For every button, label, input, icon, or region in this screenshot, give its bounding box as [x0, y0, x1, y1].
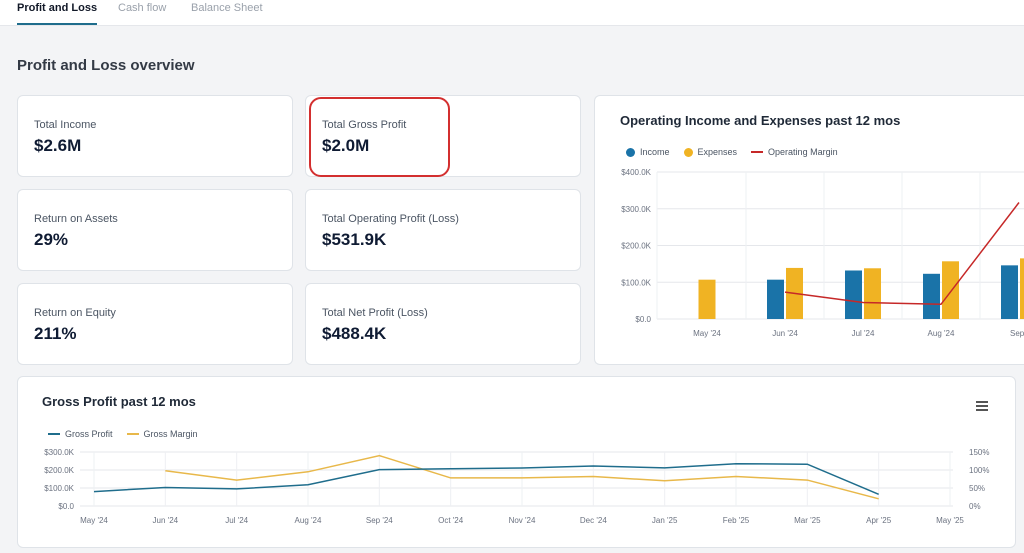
income-bar [767, 279, 784, 319]
legend-line-icon [48, 433, 60, 435]
kpi-card-total-operating-profit: Total Operating Profit (Loss) $531.9K [305, 189, 581, 271]
x-tick-label: May '24 [693, 329, 721, 338]
operating-chart-card: Operating Income and Expenses past 12 mo… [594, 95, 1024, 365]
expenses-bar [698, 279, 716, 319]
x-tick-label: Jul '24 [225, 516, 248, 525]
x-tick-label: May '24 [80, 516, 108, 525]
income-bar [923, 273, 940, 319]
kpi-card-return-on-assets: Return on Assets 29% [17, 189, 293, 271]
kpi-value: $531.9K [322, 230, 387, 249]
legend-label: Gross Margin [143, 429, 198, 439]
legend-line-icon [751, 151, 764, 153]
x-tick-label: Dec '24 [580, 516, 607, 525]
tab-balance-sheet[interactable]: Balance Sheet [191, 2, 263, 14]
x-tick-label: Oct '24 [438, 516, 464, 525]
y-tick-label-right: 0% [969, 502, 981, 511]
y-tick-label: $100.0K [621, 278, 651, 287]
x-tick-label: Jan '25 [652, 516, 678, 525]
operating-chart-title: Operating Income and Expenses past 12 mo… [620, 113, 901, 128]
kpi-card-total-net-profit: Total Net Profit (Loss) $488.4K [305, 283, 581, 365]
kpi-label: Total Gross Profit [322, 119, 407, 131]
legend-label: Expenses [697, 147, 738, 157]
gross-margin-line [165, 454, 879, 500]
y-tick-label: $200.0K [621, 242, 651, 251]
income-bar [1001, 265, 1018, 319]
x-tick-label: Mar '25 [794, 516, 821, 525]
operating-chart-svg: $400.0K $300.0K $200.0K $100.0K $0.0 May '24 J… [621, 168, 1024, 338]
operating-margin-line [784, 202, 1020, 306]
kpi-value: $2.0M [322, 136, 370, 155]
x-tick-label: Apr '25 [866, 516, 892, 525]
y-tick-label-left: $200.0K [44, 466, 74, 475]
legend-line-icon [126, 433, 139, 435]
kpi-value: 29% [34, 230, 69, 249]
expenses-bar [942, 261, 959, 319]
y-tick-label-left: $0.0 [58, 502, 74, 511]
kpi-label: Total Net Profit (Loss) [322, 307, 428, 319]
x-tick-label: May '25 [936, 516, 964, 525]
legend-label: Income [640, 147, 670, 157]
x-tick-label: Aug '24 [295, 516, 322, 525]
x-tick-label: Sep '24 [366, 516, 393, 525]
x-tick-label: Jun '24 [153, 516, 179, 525]
y-tick-label: $400.0K [621, 168, 651, 177]
kpi-label: Total Operating Profit (Loss) [322, 213, 459, 225]
legend-label: Operating Margin [768, 147, 838, 157]
tab-cash-flow[interactable]: Cash flow [118, 2, 167, 14]
gross-profit-chart-card: Gross Profit past 12 mos Gross Profit Gr… [17, 376, 1016, 548]
active-tab-indicator [17, 23, 97, 25]
legend-item-gross-margin[interactable]: Gross Margin [126, 429, 198, 439]
legend-item-income[interactable]: Income [626, 147, 670, 157]
income-bar [845, 270, 862, 319]
expenses-bar [1020, 258, 1024, 319]
kpi-card-total-income: Total Income $2.6M [17, 95, 293, 177]
x-tick-label: Jul '24 [852, 329, 875, 338]
y-tick-label-left: $100.0K [44, 484, 74, 493]
y-tick-label-left: $300.0K [44, 448, 74, 457]
x-tick-label: Nov '24 [509, 516, 536, 525]
operating-chart-legend: Income Expenses Operating Margin [626, 147, 838, 157]
x-tick-label: Sep ' [1010, 329, 1024, 338]
highlight-annotation [309, 97, 450, 177]
y-tick-label-right: 150% [969, 448, 989, 457]
gross-profit-line [93, 462, 879, 495]
x-tick-label: Jun '24 [772, 329, 798, 338]
x-tick-label: Aug '24 [928, 329, 955, 338]
kpi-card-return-on-equity: Return on Equity 211% [17, 283, 293, 365]
gross-profit-chart-svg: $300.0K $200.0K $100.0K $0.0 150% 100% 50% 0% Ma… [44, 448, 989, 525]
legend-item-operating-margin[interactable]: Operating Margin [751, 147, 838, 157]
legend-dot-icon [683, 147, 693, 157]
y-tick-label: $0.0 [635, 315, 651, 324]
kpi-value: $2.6M [34, 136, 82, 155]
section-title: Profit and Loss overview [17, 57, 195, 74]
legend-item-gross-profit[interactable]: Gross Profit [48, 429, 113, 439]
kpi-value: 211% [34, 324, 77, 343]
y-tick-label: $300.0K [621, 205, 651, 214]
kpi-value: $488.4K [322, 324, 387, 343]
kpi-label: Return on Assets [34, 213, 118, 225]
legend-item-expenses[interactable]: Expenses [683, 147, 738, 157]
kpi-label: Total Income [34, 119, 97, 131]
expenses-bar [864, 268, 881, 319]
y-tick-label-right: 100% [969, 466, 989, 475]
gross-profit-chart-legend: Gross Profit Gross Margin [48, 429, 198, 439]
y-tick-label-right: 50% [969, 484, 985, 493]
legend-dot-icon [626, 147, 635, 157]
kpi-label: Return on Equity [34, 307, 116, 319]
tab-profit-and-loss[interactable]: Profit and Loss [17, 2, 98, 14]
legend-label: Gross Profit [65, 429, 113, 439]
gross-profit-chart-title: Gross Profit past 12 mos [42, 394, 196, 409]
x-tick-label: Feb '25 [723, 516, 750, 525]
tab-bar: Profit and Loss Cash flow Balance Sheet [0, 0, 1024, 26]
chart-menu-icon[interactable] [976, 401, 988, 411]
